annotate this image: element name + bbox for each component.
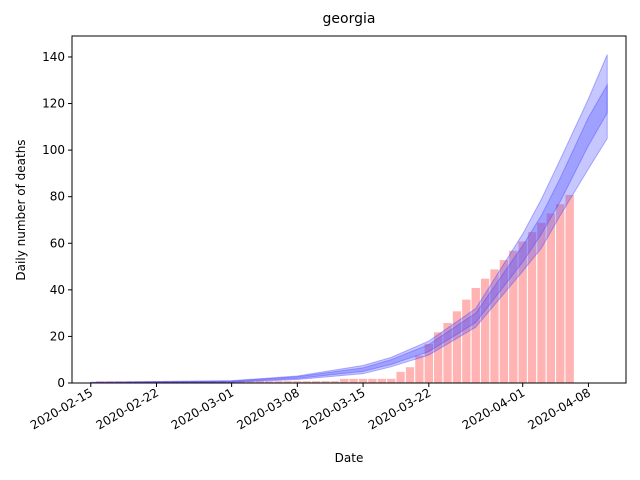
y-axis-label: Daily number of deaths — [14, 139, 28, 280]
bar — [555, 203, 566, 384]
bar — [470, 287, 481, 384]
bar — [545, 212, 557, 384]
bar — [386, 377, 397, 384]
y-tick-label: 80 — [50, 190, 65, 204]
y-tick-label: 100 — [42, 143, 65, 157]
chart-title: georgia — [323, 11, 376, 27]
bar — [376, 377, 388, 384]
y-tick-label: 120 — [42, 97, 65, 111]
x-axis-label: Date — [335, 451, 364, 465]
confidence-band — [90, 54, 608, 384]
bar — [357, 377, 369, 384]
bar — [348, 377, 359, 384]
bar — [404, 366, 416, 384]
bar — [461, 298, 472, 384]
y-tick-label: 20 — [50, 329, 65, 343]
y-tick-label: 40 — [50, 283, 65, 297]
plot-frame — [71, 35, 627, 384]
y-tick-label: 60 — [50, 236, 65, 250]
bar — [339, 377, 350, 384]
bar — [395, 370, 406, 384]
y-tick-label: 0 — [57, 376, 65, 390]
confidence-band — [90, 83, 608, 384]
bar — [367, 377, 378, 384]
y-tick-label: 140 — [42, 50, 65, 64]
bar — [564, 193, 575, 384]
